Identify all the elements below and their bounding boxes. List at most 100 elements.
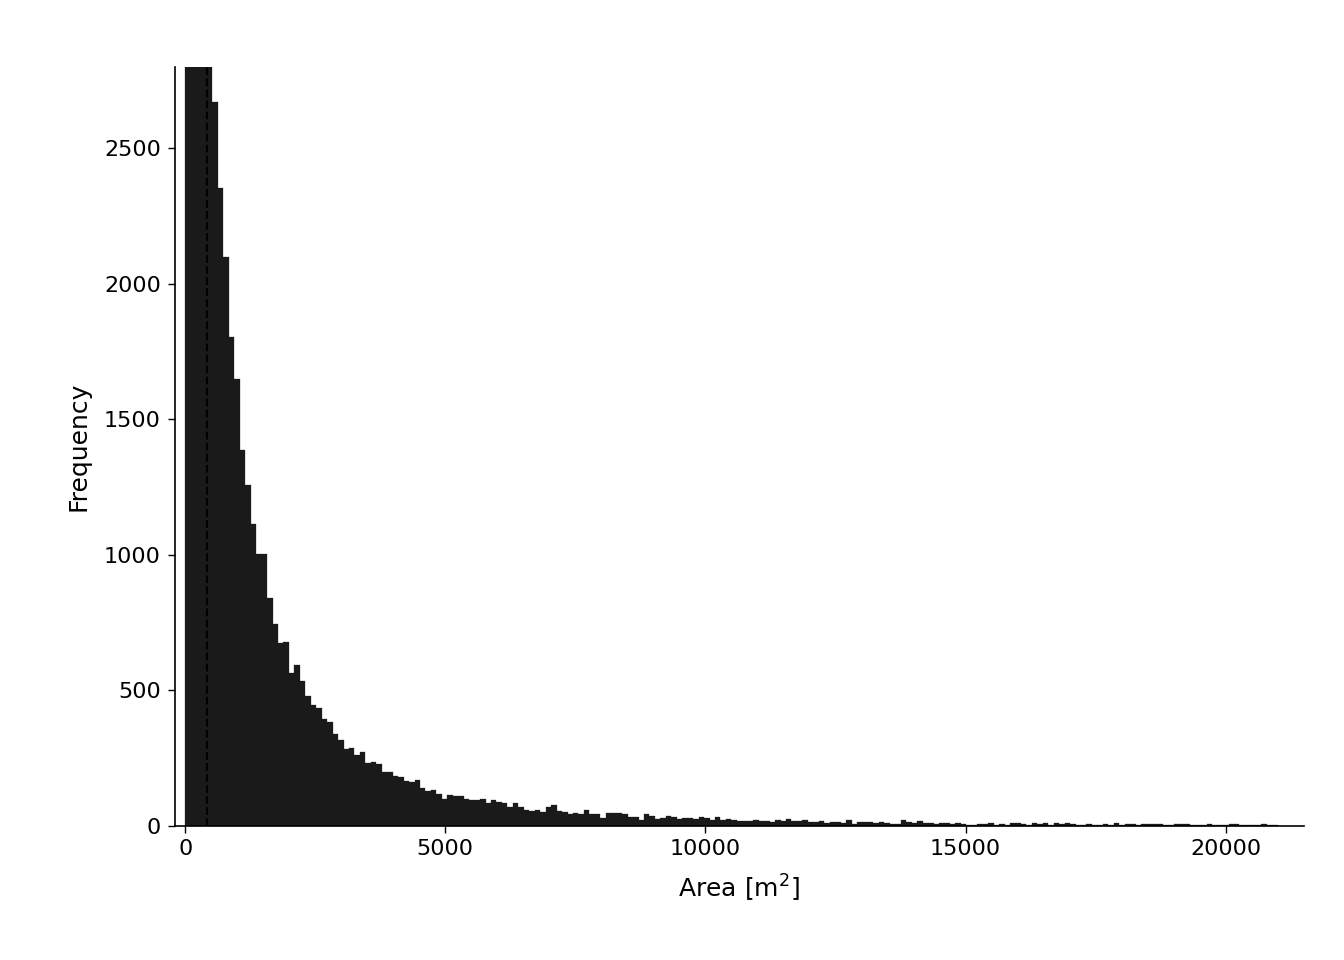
Bar [715, 817, 720, 826]
Bar [485, 803, 491, 826]
Bar [267, 597, 273, 826]
Bar [775, 821, 781, 826]
Bar [508, 807, 513, 826]
Bar [355, 755, 360, 826]
Bar [1016, 823, 1021, 826]
Bar [863, 822, 868, 826]
Bar [737, 821, 742, 826]
Bar [1157, 824, 1163, 826]
Bar [262, 554, 267, 826]
Bar [551, 804, 556, 826]
Bar [710, 820, 715, 826]
Bar [1086, 824, 1091, 826]
Bar [421, 787, 426, 826]
Bar [911, 823, 917, 826]
Bar [300, 681, 305, 826]
Bar [781, 821, 786, 826]
Bar [1255, 825, 1261, 826]
Bar [387, 772, 392, 826]
Bar [245, 486, 251, 826]
Bar [1125, 824, 1130, 826]
Bar [999, 824, 1004, 826]
Bar [480, 799, 485, 826]
Bar [802, 820, 808, 826]
Bar [583, 810, 590, 826]
Bar [228, 337, 234, 826]
Bar [339, 740, 344, 826]
Bar [573, 813, 578, 826]
Bar [491, 801, 496, 826]
Bar [1185, 824, 1191, 826]
Bar [469, 800, 474, 826]
Bar [1103, 824, 1109, 826]
Bar [321, 719, 327, 826]
Bar [683, 818, 688, 826]
Bar [474, 800, 480, 826]
Bar [1021, 824, 1027, 826]
Bar [1075, 825, 1081, 826]
Bar [398, 777, 403, 826]
Bar [988, 823, 993, 826]
Bar [840, 823, 847, 826]
Bar [257, 554, 262, 826]
Bar [655, 819, 660, 826]
Bar [868, 822, 874, 826]
Bar [1009, 823, 1016, 826]
Bar [1032, 823, 1038, 826]
Bar [239, 450, 245, 826]
Bar [376, 763, 382, 826]
Bar [765, 821, 770, 826]
Bar [939, 824, 945, 826]
Bar [829, 822, 835, 826]
Bar [567, 814, 573, 826]
Bar [1191, 825, 1196, 826]
Bar [1059, 824, 1064, 826]
Bar [895, 824, 900, 826]
Bar [1179, 824, 1185, 826]
Bar [934, 824, 939, 826]
Bar [426, 791, 431, 826]
Bar [519, 807, 524, 826]
Bar [1173, 824, 1179, 826]
Bar [1038, 824, 1043, 826]
Bar [961, 824, 966, 826]
Bar [929, 824, 934, 826]
Bar [496, 803, 501, 826]
Bar [524, 809, 530, 826]
Bar [1064, 824, 1070, 826]
Bar [720, 820, 726, 826]
Bar [628, 817, 633, 826]
Bar [759, 821, 765, 826]
Bar [316, 708, 321, 826]
X-axis label: Area [m$^2$]: Area [m$^2$] [679, 874, 800, 904]
Bar [202, 0, 207, 826]
Bar [638, 820, 644, 826]
Bar [207, 0, 212, 826]
Bar [1152, 825, 1157, 826]
Bar [982, 824, 988, 826]
Bar [349, 748, 355, 826]
Bar [950, 824, 956, 826]
Bar [612, 813, 617, 826]
Bar [212, 103, 218, 826]
Bar [900, 820, 906, 826]
Bar [1146, 824, 1152, 826]
Bar [305, 696, 310, 826]
Bar [294, 664, 300, 826]
Bar [956, 823, 961, 826]
Bar [332, 734, 339, 826]
Bar [884, 823, 890, 826]
Bar [1218, 825, 1223, 826]
Bar [1141, 825, 1146, 826]
Bar [813, 822, 818, 826]
Bar [431, 790, 437, 826]
Bar [731, 820, 737, 826]
Bar [278, 643, 284, 826]
Bar [273, 624, 278, 826]
Bar [906, 822, 911, 826]
Bar [704, 818, 710, 826]
Bar [392, 776, 398, 826]
Bar [546, 806, 551, 826]
Bar [1109, 825, 1114, 826]
Bar [371, 762, 376, 826]
